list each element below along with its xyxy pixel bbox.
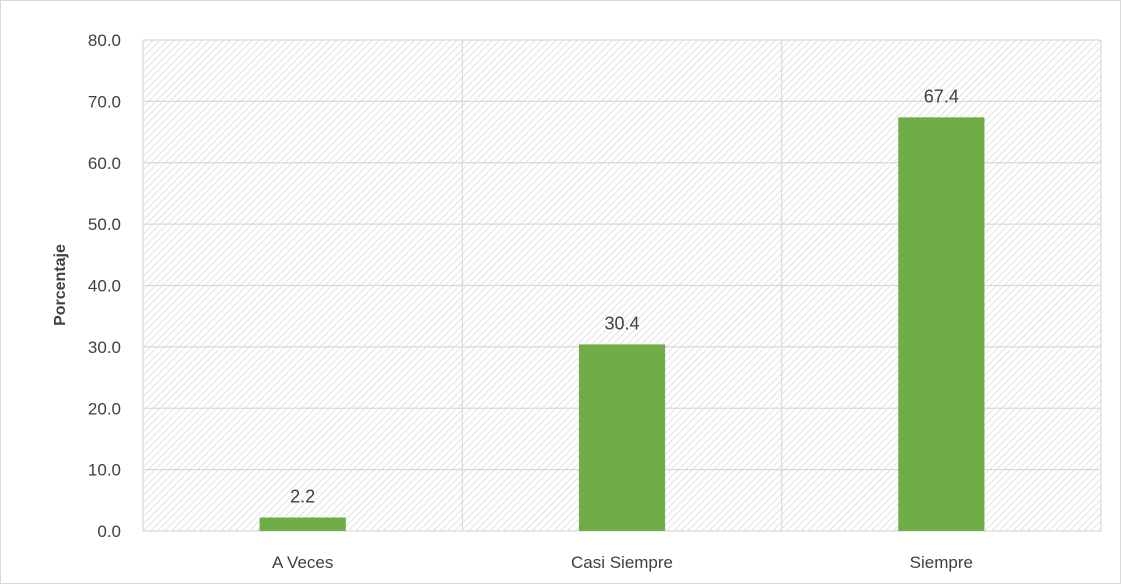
- y-axis-tick-labels: 0.0 10.0 20.0 30.0 40.0 50.0 60.0 70.0 80.0: [88, 31, 121, 541]
- data-label: 67.4: [924, 86, 959, 106]
- bar: [898, 117, 985, 532]
- y-tick-label: 0.0: [97, 522, 121, 541]
- y-axis-label: Porcentaje: [52, 244, 69, 326]
- y-tick-label: 20.0: [88, 399, 121, 418]
- bar: [259, 517, 346, 531]
- x-tick-label: Casi Siempre: [571, 553, 673, 572]
- y-tick-label: 70.0: [88, 92, 121, 111]
- bars: [259, 117, 985, 532]
- bar: [578, 344, 666, 531]
- y-tick-label: 10.0: [88, 461, 121, 480]
- y-tick-label: 50.0: [88, 215, 121, 234]
- data-label: 30.4: [604, 313, 639, 333]
- x-tick-label: A Veces: [272, 553, 333, 572]
- y-tick-label: 80.0: [88, 31, 121, 50]
- y-tick-label: 60.0: [88, 154, 121, 173]
- y-tick-label: 40.0: [88, 277, 121, 296]
- x-tick-label: Siempre: [910, 553, 973, 572]
- x-axis-tick-labels: A Veces Casi Siempre Siempre: [272, 553, 973, 572]
- y-tick-label: 30.0: [88, 338, 121, 357]
- data-label: 2.2: [290, 486, 315, 506]
- data-labels: 2.2 30.4 67.4: [290, 86, 959, 506]
